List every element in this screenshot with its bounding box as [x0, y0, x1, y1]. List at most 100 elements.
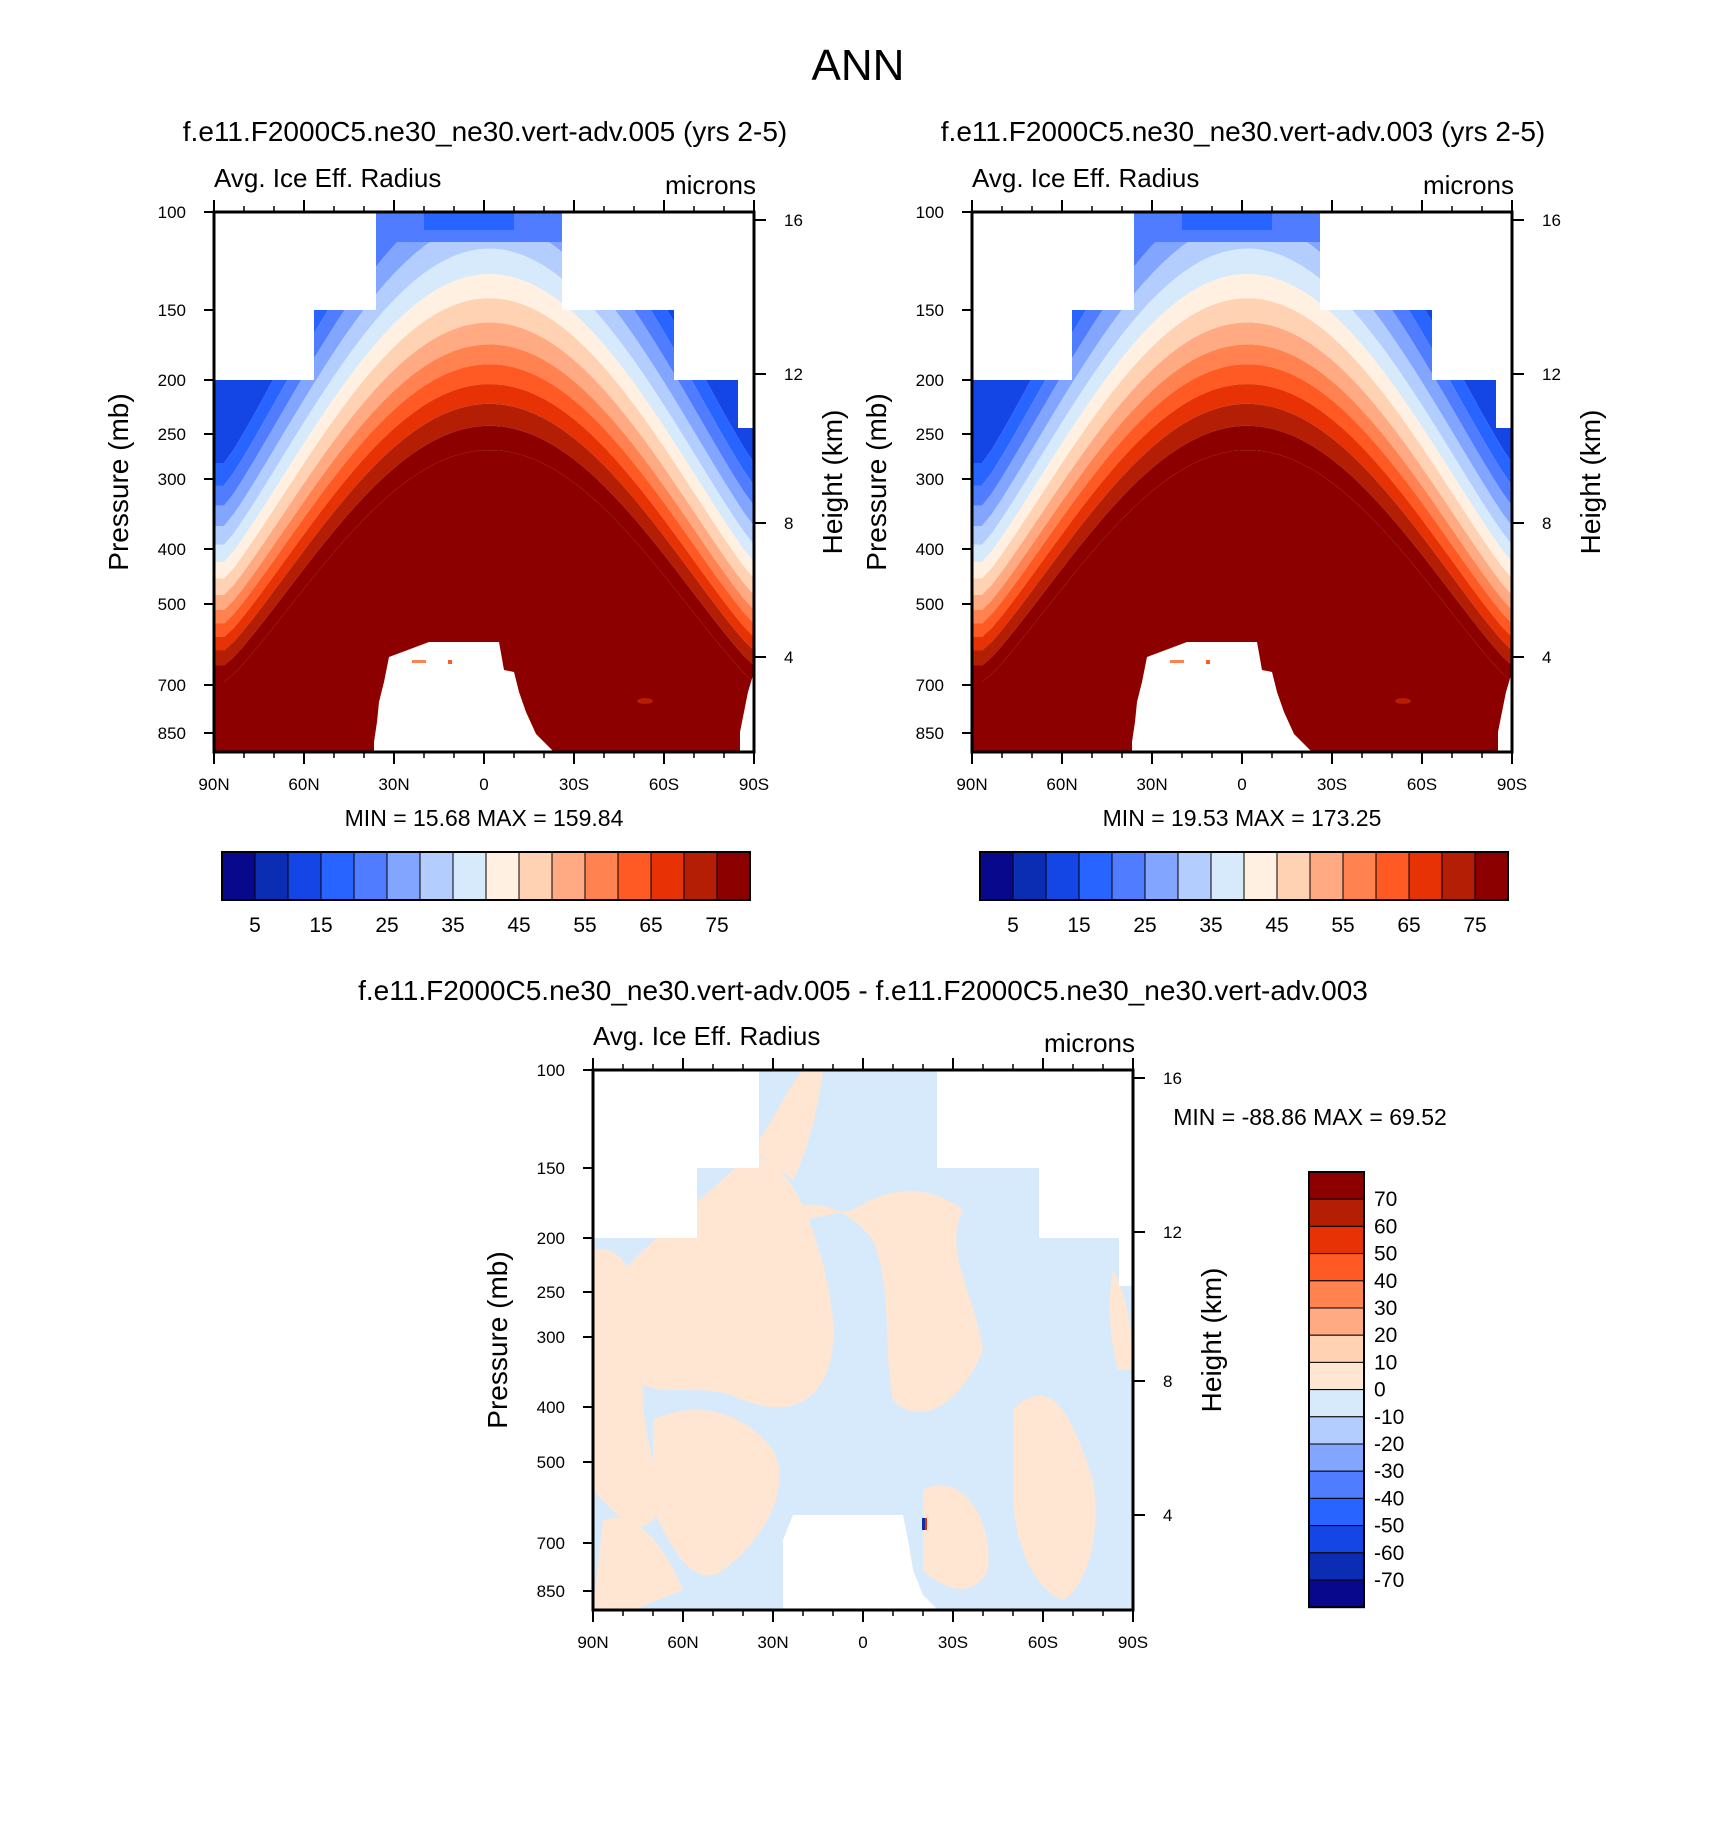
colorbar-swatch	[1308, 1525, 1365, 1554]
colorbar-frame	[1308, 1171, 1365, 1609]
colorbar-label: 75	[1463, 914, 1486, 937]
colorbar-swatch	[1243, 851, 1278, 901]
x-tick-label: 30S	[559, 775, 589, 794]
diff-positive-region	[923, 1485, 989, 1589]
x-tick-label: 90N	[198, 775, 229, 794]
panel-left: f.e11.F2000C5.ne30_ne30.vert-adv.005 (yr…	[103, 116, 848, 937]
colorbar-label: 0	[1374, 1379, 1386, 1402]
mask-region	[972, 310, 1072, 380]
y-right-tick-label: 4	[1542, 648, 1551, 667]
diff-positive-region	[753, 1191, 983, 1412]
y-tick-label: 400	[537, 1398, 565, 1417]
contour-speck	[1206, 660, 1210, 664]
panel-left-units-label: microns	[665, 170, 756, 200]
colorbar-label: -10	[1374, 1406, 1404, 1429]
colorbar-label: 50	[1374, 1243, 1397, 1266]
panel-diff-stats: MIN = -88.86 MAX = 69.52	[1173, 1104, 1447, 1130]
colorbar-swatch	[1308, 1389, 1365, 1418]
y-tick-label: 700	[158, 676, 186, 695]
colorbar-swatch	[353, 851, 388, 901]
mask-region	[674, 310, 754, 380]
colorbar-label: 35	[441, 914, 464, 937]
colorbar-swatch	[650, 851, 685, 901]
mask-region	[1496, 380, 1512, 428]
x-tick-label: 90S	[1118, 1633, 1148, 1652]
mask-region	[593, 1070, 759, 1168]
contour-band	[214, 450, 754, 752]
contour-speck	[1395, 698, 1411, 704]
colorbar-label: 5	[1007, 914, 1019, 937]
diff-speck	[925, 1518, 927, 1530]
colorbar-label: -30	[1374, 1460, 1404, 1483]
colorbar-label: 75	[705, 914, 728, 937]
colorbar-swatch	[979, 851, 1014, 901]
colorbar-swatch	[1111, 851, 1146, 901]
y-right-tick-label: 16	[1542, 211, 1561, 230]
contour-band	[424, 212, 514, 230]
colorbar-swatch	[617, 851, 652, 901]
y-tick-label: 100	[158, 203, 186, 222]
contour-band	[214, 221, 754, 545]
panel-left-stats: MIN = 15.68 MAX = 159.84	[345, 805, 624, 831]
y-right-tick-label: 12	[1163, 1223, 1182, 1242]
colorbar-label: 25	[1133, 914, 1156, 937]
page-title: ANN	[812, 41, 905, 90]
panel-left-axis-ticks: 90N 60N 30N 0 30S 60S 90S 100 150 200 250 300 400 500…	[158, 200, 803, 794]
y-tick-label: 300	[916, 470, 944, 489]
contour-band	[972, 344, 1512, 624]
mask-region	[214, 310, 314, 380]
colorbar-swatch	[1308, 1280, 1365, 1309]
contour-band	[214, 344, 754, 624]
diff-positive-region	[1013, 1395, 1096, 1600]
colorbar-swatch	[683, 851, 718, 901]
colorbar-swatch	[1308, 1552, 1365, 1581]
y-tick-label: 700	[537, 1534, 565, 1553]
panel-right-title: f.e11.F2000C5.ne30_ne30.vert-adv.003 (yr…	[941, 116, 1545, 147]
x-tick-label: 60N	[288, 775, 319, 794]
panel-diff-ylabel: Pressure (mb)	[482, 1251, 513, 1428]
y-tick-label: 250	[537, 1283, 565, 1302]
panel-right: f.e11.F2000C5.ne30_ne30.vert-adv.003 (yr…	[861, 116, 1606, 937]
mask-region	[1039, 1168, 1133, 1238]
colorbar-swatch	[1309, 851, 1344, 901]
colorbar-swatch	[1308, 1443, 1365, 1472]
mask-region	[738, 380, 754, 428]
x-tick-label: 60N	[667, 1633, 698, 1652]
colorbar-swatch	[1308, 1225, 1365, 1255]
colorbar-label: 10	[1374, 1351, 1397, 1374]
x-tick-label: 30N	[1136, 775, 1167, 794]
contour-band	[214, 298, 754, 595]
y-tick-label: 850	[158, 724, 186, 743]
y-tick-label: 500	[158, 595, 186, 614]
panel-diff-ylabel-right: Height (km)	[1196, 1268, 1227, 1413]
contour-band	[214, 403, 754, 666]
colorbar-label: 15	[309, 914, 332, 937]
colorbar-frame	[979, 851, 1509, 901]
y-right-tick-label: 12	[784, 365, 803, 384]
y-tick-label: 250	[916, 425, 944, 444]
panel-right-plot-area	[972, 212, 1512, 752]
colorbar-swatch	[716, 851, 751, 901]
mask-topography	[374, 642, 554, 752]
colorbar-swatch	[1342, 851, 1377, 901]
mask-topography	[1132, 642, 1312, 752]
contour-speck	[448, 660, 452, 664]
diff-positive-region	[1109, 1270, 1133, 1370]
contour-speck	[412, 660, 426, 663]
colorbar-swatch	[1177, 851, 1212, 901]
colorbar-swatch	[1441, 851, 1476, 901]
panel-right-ylabel: Pressure (mb)	[861, 393, 892, 570]
colorbar-swatch	[1308, 1497, 1365, 1527]
colorbar-frame	[221, 851, 751, 901]
y-tick-label: 250	[158, 425, 186, 444]
y-tick-label: 100	[537, 1061, 565, 1080]
colorbar-swatch	[1276, 851, 1311, 901]
colorbar-swatch	[386, 851, 421, 901]
diff-positive-region	[653, 1410, 780, 1576]
contour-band	[972, 274, 1512, 579]
y-right-tick-label: 12	[1542, 365, 1561, 384]
diff-positive-region	[593, 1518, 683, 1610]
colorbar-swatch	[1375, 851, 1410, 901]
colorbar-label: -40	[1374, 1487, 1404, 1510]
